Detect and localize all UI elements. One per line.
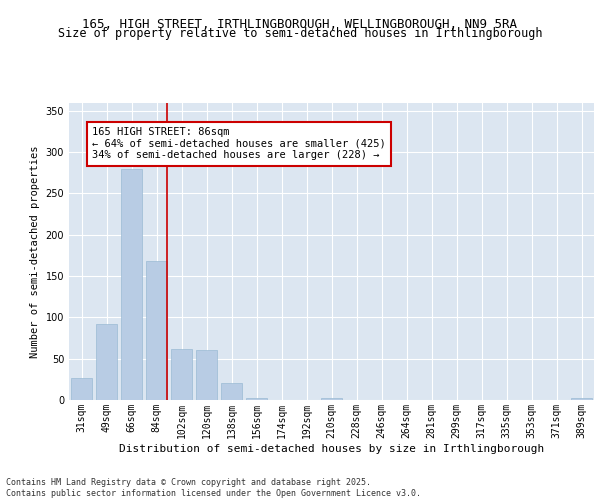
- Bar: [71, 378, 92, 400]
- Bar: [121, 168, 142, 400]
- Text: 165, HIGH STREET, IRTHLINGBOROUGH, WELLINGBOROUGH, NN9 5RA: 165, HIGH STREET, IRTHLINGBOROUGH, WELLI…: [83, 18, 517, 30]
- Bar: [196, 350, 217, 400]
- Bar: [321, 398, 342, 400]
- Y-axis label: Number of semi-detached properties: Number of semi-detached properties: [30, 145, 40, 358]
- Bar: [96, 324, 117, 400]
- X-axis label: Distribution of semi-detached houses by size in Irthlingborough: Distribution of semi-detached houses by …: [119, 444, 544, 454]
- Bar: [146, 261, 167, 400]
- Bar: [571, 398, 592, 400]
- Text: 165 HIGH STREET: 86sqm
← 64% of semi-detached houses are smaller (425)
34% of se: 165 HIGH STREET: 86sqm ← 64% of semi-det…: [92, 128, 386, 160]
- Bar: [171, 349, 192, 400]
- Text: Contains HM Land Registry data © Crown copyright and database right 2025.
Contai: Contains HM Land Registry data © Crown c…: [6, 478, 421, 498]
- Bar: [246, 398, 267, 400]
- Text: Size of property relative to semi-detached houses in Irthlingborough: Size of property relative to semi-detach…: [58, 28, 542, 40]
- Bar: [221, 384, 242, 400]
